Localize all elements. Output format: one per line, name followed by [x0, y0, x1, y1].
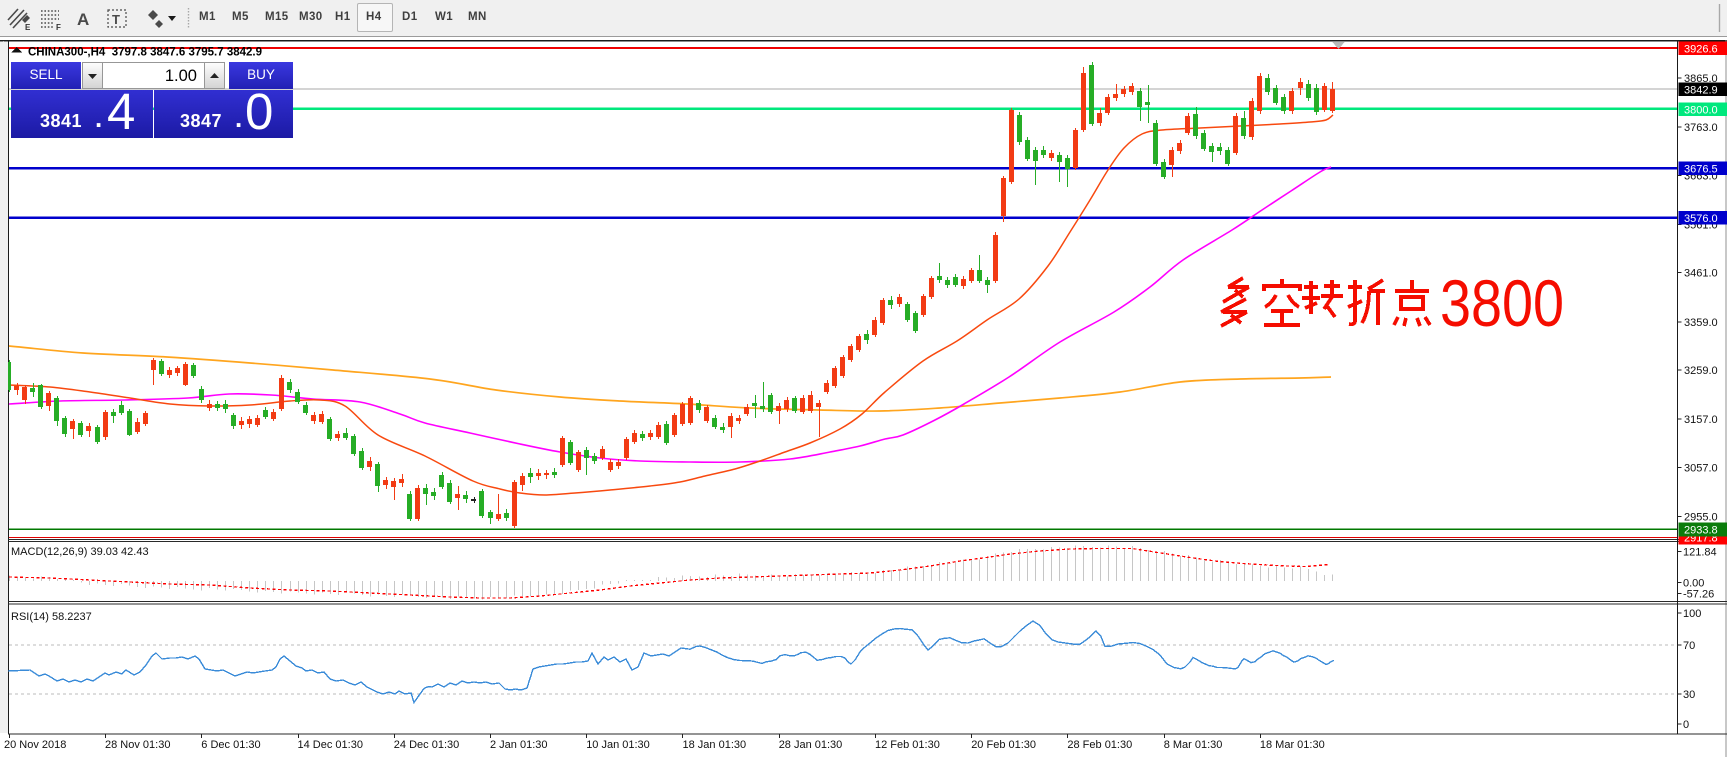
svg-text:CHINA300-,H4 3797.8 3847.6 37: CHINA300-,H4 3797.8 3847.6 3795.7 3842.9	[28, 47, 262, 59]
svg-text:18 Mar 01:30: 18 Mar 01:30	[1260, 739, 1325, 751]
svg-text:14 Dec 01:30: 14 Dec 01:30	[298, 739, 363, 751]
svg-text:F: F	[56, 23, 61, 32]
svg-text:3461.0: 3461.0	[1684, 268, 1718, 280]
svg-text:2933.8: 2933.8	[1684, 525, 1718, 537]
svg-text:3926.6: 3926.6	[1684, 44, 1718, 56]
svg-text:3576.0: 3576.0	[1684, 213, 1718, 225]
svg-text:3842.9: 3842.9	[1684, 84, 1718, 96]
svg-text:0: 0	[1683, 719, 1689, 731]
svg-text:T: T	[112, 12, 120, 27]
svg-text:3865.0: 3865.0	[1684, 73, 1718, 85]
svg-text:-57.26: -57.26	[1683, 589, 1714, 601]
svg-text:28 Nov 01:30: 28 Nov 01:30	[105, 739, 170, 751]
svg-text:20 Feb 01:30: 20 Feb 01:30	[971, 739, 1036, 751]
svg-text:0.00: 0.00	[1683, 577, 1704, 589]
svg-text:3800: 3800	[1440, 266, 1564, 340]
svg-text:3157.0: 3157.0	[1684, 414, 1718, 426]
svg-text:E: E	[25, 23, 31, 32]
svg-text:3359.0: 3359.0	[1684, 317, 1718, 329]
svg-text:28 Feb 01:30: 28 Feb 01:30	[1067, 739, 1132, 751]
svg-text:3259.0: 3259.0	[1684, 365, 1718, 377]
svg-text:8 Mar 01:30: 8 Mar 01:30	[1164, 739, 1223, 751]
svg-text:100: 100	[1683, 608, 1701, 620]
svg-text:121.84: 121.84	[1683, 546, 1717, 558]
svg-text:6 Dec 01:30: 6 Dec 01:30	[201, 739, 260, 751]
svg-text:20 Nov 2018: 20 Nov 2018	[4, 739, 66, 751]
svg-text:MACD(12,26,9) 39.03 42.43: MACD(12,26,9) 39.03 42.43	[11, 546, 149, 558]
svg-text:3800.0: 3800.0	[1684, 105, 1718, 117]
svg-text:28 Jan 01:30: 28 Jan 01:30	[779, 739, 843, 751]
svg-text:24 Dec 01:30: 24 Dec 01:30	[394, 739, 459, 751]
svg-text:3763.0: 3763.0	[1684, 122, 1718, 134]
svg-text:3057.0: 3057.0	[1684, 462, 1718, 474]
svg-text:RSI(14) 58.2237: RSI(14) 58.2237	[11, 611, 92, 623]
svg-text:12 Feb 01:30: 12 Feb 01:30	[875, 739, 940, 751]
svg-text:70: 70	[1683, 640, 1695, 652]
svg-text:18 Jan 01:30: 18 Jan 01:30	[683, 739, 747, 751]
svg-text:30: 30	[1683, 689, 1695, 701]
svg-text:3676.5: 3676.5	[1684, 164, 1718, 176]
svg-text:10 Jan 01:30: 10 Jan 01:30	[586, 739, 650, 751]
svg-text:A: A	[77, 10, 89, 29]
svg-text:2955.0: 2955.0	[1684, 512, 1718, 524]
svg-text:2 Jan 01:30: 2 Jan 01:30	[490, 739, 548, 751]
